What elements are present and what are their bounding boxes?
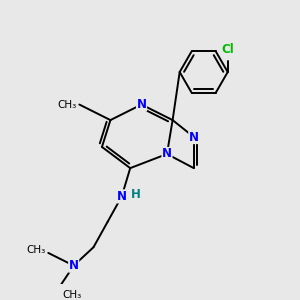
Text: N: N bbox=[136, 98, 146, 111]
Text: CH₃: CH₃ bbox=[62, 290, 82, 300]
Text: Cl: Cl bbox=[221, 44, 234, 56]
Text: N: N bbox=[162, 148, 172, 160]
Text: N: N bbox=[69, 259, 79, 272]
Text: N: N bbox=[189, 130, 199, 143]
Text: CH₃: CH₃ bbox=[26, 245, 45, 255]
Text: N: N bbox=[117, 190, 127, 203]
Text: CH₃: CH₃ bbox=[57, 100, 76, 110]
Text: H: H bbox=[131, 188, 141, 202]
